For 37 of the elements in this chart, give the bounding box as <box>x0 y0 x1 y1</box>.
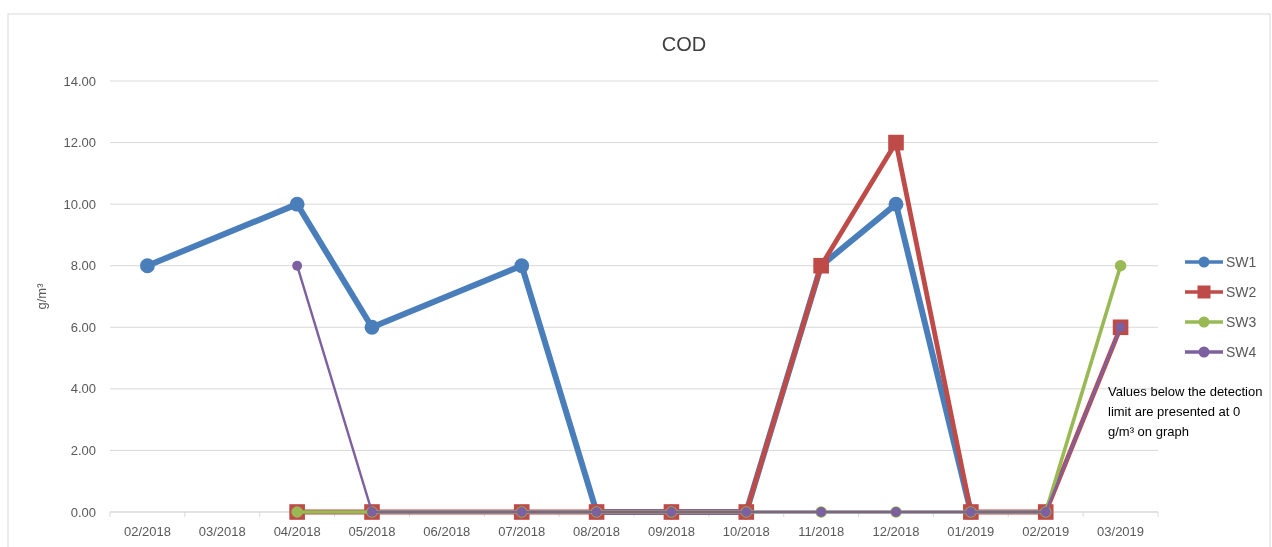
x-tick-label: 07/2018 <box>498 524 546 539</box>
y-tick-label: 2.00 <box>70 442 96 458</box>
legend-label: SW3 <box>1226 314 1257 330</box>
annotation: Values below the detection limit are presented at 0 g/m³ on graph <box>1108 383 1264 441</box>
y-tick-label: 10.00 <box>63 196 96 212</box>
y-tick-label: 0.00 <box>70 504 96 520</box>
point <box>140 258 155 274</box>
y-tick-label: 8.00 <box>70 258 96 274</box>
x-tick-label: 11/2018 <box>798 524 845 539</box>
x-tick-label: 05/2018 <box>348 524 396 539</box>
y-tick-label: 6.00 <box>70 319 96 335</box>
point <box>364 319 380 335</box>
x-tick-label: 01/2019 <box>947 524 995 539</box>
legend-label: SW4 <box>1226 344 1257 360</box>
x-tick-label: 03/2018 <box>198 524 246 539</box>
x-tick-label: 02/2018 <box>123 524 171 539</box>
x-tick-label: 10/2018 <box>722 524 770 539</box>
point <box>514 258 530 274</box>
y-tick-label: 14.00 <box>63 73 96 89</box>
point <box>292 260 303 271</box>
chart-title: COD <box>661 33 707 55</box>
x-tick-label: 12/2018 <box>872 524 920 539</box>
legend-label: SW2 <box>1226 284 1257 300</box>
y-tick-label: 12.00 <box>63 135 96 151</box>
x-tick-label: 09/2018 <box>647 524 695 539</box>
x-tick-label: 08/2018 <box>573 524 621 539</box>
x-tick-label: 04/2018 <box>273 524 321 539</box>
point <box>1114 259 1127 272</box>
legend-label: SW1 <box>1226 254 1257 270</box>
point <box>289 196 305 212</box>
point <box>888 134 904 151</box>
y-tick-label: 4.00 <box>70 381 96 397</box>
point <box>888 196 904 212</box>
x-tick-label: 03/2019 <box>1097 524 1145 539</box>
x-tick-label: 06/2018 <box>423 524 471 539</box>
x-tick-label: 02/2019 <box>1022 524 1070 539</box>
y-axis-title: g/m³ <box>34 282 49 310</box>
